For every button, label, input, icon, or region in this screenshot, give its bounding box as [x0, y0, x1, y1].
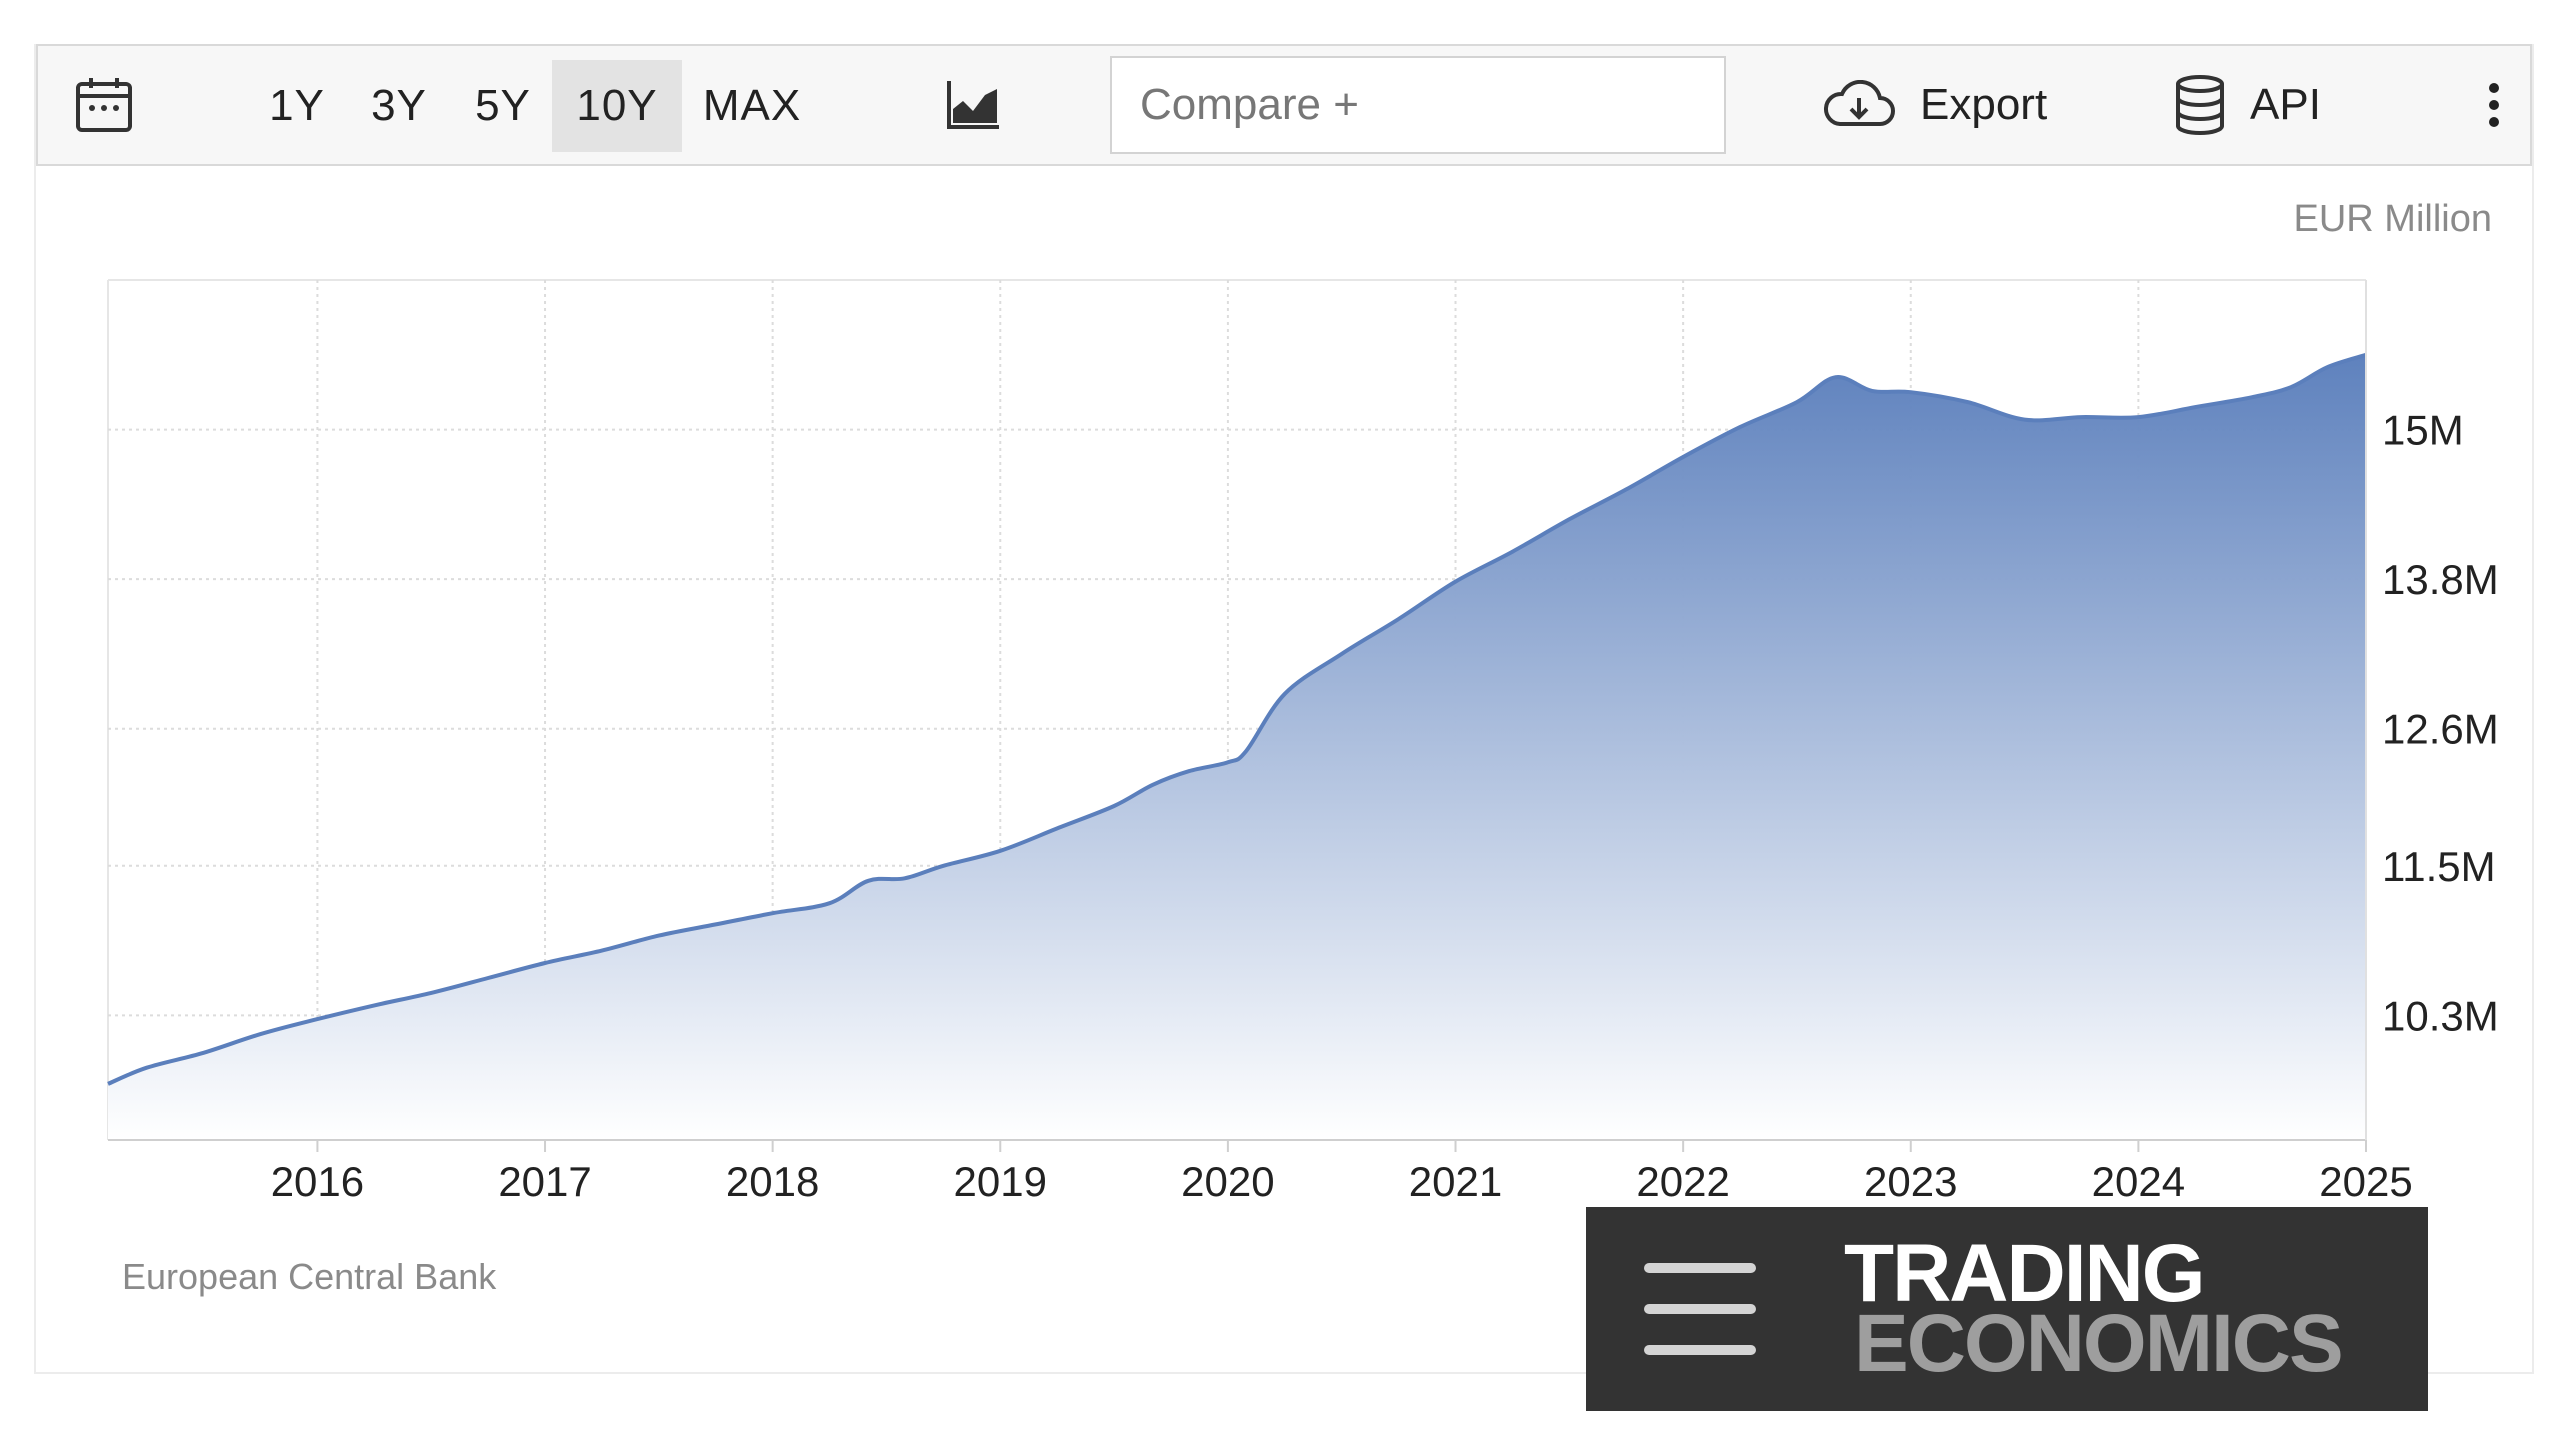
- cloud-download-icon: [1823, 80, 1895, 126]
- hamburger-menu-icon[interactable]: [1644, 1263, 1756, 1355]
- x-tick-label: 2019: [954, 1158, 1047, 1205]
- range-1y-button[interactable]: 1Y: [269, 81, 325, 130]
- range-5y-button[interactable]: 5Y: [475, 81, 531, 130]
- more-vertical-icon: [2489, 83, 2499, 127]
- y-tick-label: 15M: [2382, 407, 2464, 454]
- x-tick-label: 2025: [2319, 1158, 2412, 1205]
- x-tick-label: 2016: [271, 1158, 364, 1205]
- y-tick-label: 10.3M: [2382, 992, 2499, 1039]
- x-tick-label: 2020: [1181, 1158, 1274, 1205]
- x-tick-label: 2017: [498, 1158, 591, 1205]
- x-tick-label: 2024: [2092, 1158, 2185, 1205]
- chart-type-button[interactable]: [938, 46, 1008, 164]
- logo-text-economics: ECONOMICS: [1854, 1298, 2344, 1389]
- calendar-icon: [76, 78, 132, 132]
- x-tick-label: 2023: [1864, 1158, 1957, 1205]
- trading-economics-logo[interactable]: TRADING ECONOMICS: [1586, 1207, 2428, 1411]
- x-tick-label: 2021: [1409, 1158, 1502, 1205]
- x-tick-label: 2018: [726, 1158, 819, 1205]
- series-line: [107, 352, 2367, 1086]
- series-area: [108, 354, 2366, 1140]
- logo-text-trading: TRADING: [1844, 1228, 2206, 1319]
- y-tick-label: 13.8M: [2382, 556, 2499, 603]
- x-tick-label: 2022: [1636, 1158, 1729, 1205]
- y-tick-label: 11.5M: [2382, 843, 2496, 890]
- range-3y-button[interactable]: 3Y: [371, 81, 427, 130]
- export-label: Export: [1920, 80, 2048, 129]
- chart-toolbar: 1Y 3Y 5Y 10Y MAX Export API: [36, 44, 2532, 166]
- api-label: API: [2250, 80, 2321, 129]
- units-label: EUR Million: [2293, 198, 2492, 240]
- compare-input[interactable]: [1110, 56, 1726, 154]
- y-tick-label: 12.6M: [2382, 706, 2499, 753]
- api-button[interactable]: API: [2174, 46, 2321, 164]
- export-button[interactable]: Export: [1822, 46, 2047, 164]
- more-options-button[interactable]: [2474, 46, 2514, 164]
- source-label: European Central Bank: [122, 1256, 497, 1297]
- area-chart-icon: [947, 81, 999, 129]
- database-icon: [2176, 75, 2224, 135]
- calendar-button[interactable]: [72, 46, 136, 164]
- range-10y-button[interactable]: 10Y: [552, 60, 682, 152]
- range-max-button[interactable]: MAX: [702, 81, 802, 130]
